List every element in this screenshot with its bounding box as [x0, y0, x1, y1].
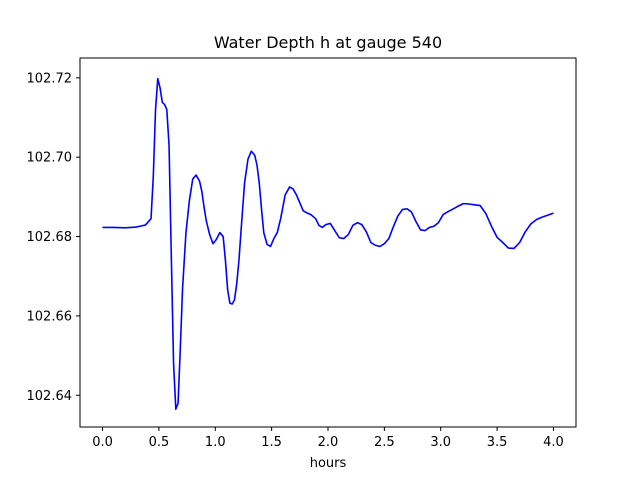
plot-layer [102, 77, 554, 410]
x-tick-label: 1.0 [205, 435, 226, 450]
y-tick-label: 102.64 [27, 389, 73, 404]
y-axis: 102.64 102.66 102.68 102.70 102.72 [27, 71, 80, 404]
chart-title: Water Depth h at gauge 540 [214, 33, 442, 52]
x-tick-label: 0.0 [92, 435, 113, 450]
x-tick-label: 3.5 [487, 435, 508, 450]
x-tick-label: 1.5 [261, 435, 282, 450]
x-tick-label: 2.0 [318, 435, 339, 450]
x-tick-label: 3.0 [430, 435, 451, 450]
x-tick-label: 2.5 [374, 435, 395, 450]
y-tick-label: 102.68 [27, 230, 73, 245]
series-line-0 [102, 77, 554, 410]
x-axis: 0.0 0.5 1.0 1.5 2.0 2.5 3.0 3.5 4.0 [92, 427, 564, 450]
y-tick-label: 102.66 [27, 309, 73, 324]
x-axis-label: hours [310, 456, 347, 471]
y-tick-label: 102.70 [27, 151, 73, 166]
y-tick-label: 102.72 [27, 71, 73, 86]
x-tick-label: 4.0 [543, 435, 564, 450]
x-tick-label: 0.5 [149, 435, 170, 450]
